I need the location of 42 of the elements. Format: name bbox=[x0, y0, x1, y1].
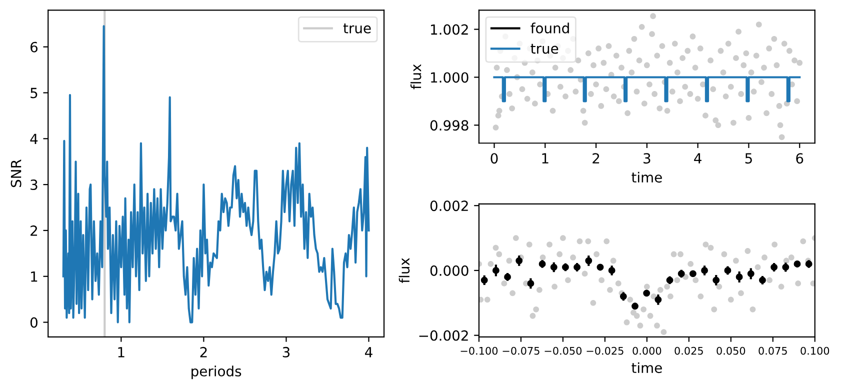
x-tick-label: 3 bbox=[282, 346, 290, 358]
y-tick-label: 0.002 bbox=[430, 200, 468, 212]
y-tick-label: 5 bbox=[30, 88, 38, 98]
x-tick-label: −0.050 bbox=[544, 346, 582, 355]
legend-label: true bbox=[530, 44, 558, 54]
x-tick-label: 0.100 bbox=[800, 346, 830, 355]
x-tick-label: −0.075 bbox=[502, 346, 540, 355]
x-tick-label: 1 bbox=[118, 347, 124, 358]
y-axis-title: SNR bbox=[10, 160, 22, 188]
y-tick-label: 0.000 bbox=[430, 265, 468, 276]
x-tick-label: 4 bbox=[365, 347, 372, 358]
x-axis-title: time bbox=[632, 172, 662, 183]
x-tick-label: 4 bbox=[694, 153, 702, 164]
x-tick-label: 0.075 bbox=[758, 346, 787, 355]
y-tick-label: −0.002 bbox=[419, 330, 468, 341]
x-tick-label: 0 bbox=[490, 153, 498, 164]
x-axis-title: periods bbox=[192, 366, 242, 380]
x-axis-title: time bbox=[632, 362, 662, 374]
x-tick-label: 5 bbox=[745, 153, 752, 164]
y-tick-label: 0.998 bbox=[430, 120, 468, 131]
legend-label: found bbox=[530, 22, 569, 34]
x-tick-label: −0.100 bbox=[460, 346, 498, 355]
legend-label: true bbox=[343, 23, 371, 34]
y-tick-label: 6 bbox=[30, 42, 38, 52]
y-tick-label: 1.000 bbox=[431, 72, 468, 83]
y-axis-title: flux bbox=[410, 64, 422, 90]
y-tick-label: 1.002 bbox=[431, 24, 468, 35]
x-tick-label: 3 bbox=[644, 153, 650, 164]
y-axis-title: flux bbox=[398, 258, 410, 284]
x-tick-label: −0.025 bbox=[586, 346, 624, 355]
y-tick-label: 1 bbox=[31, 272, 38, 282]
y-tick-label: 3 bbox=[30, 180, 38, 190]
x-tick-label: 6 bbox=[796, 153, 804, 164]
y-tick-label: 2 bbox=[30, 225, 37, 236]
y-tick-label: 0 bbox=[30, 317, 38, 328]
x-tick-label: 0.050 bbox=[716, 346, 746, 355]
x-tick-label: 2 bbox=[592, 153, 600, 164]
x-tick-label: 0.000 bbox=[632, 346, 662, 355]
x-tick-label: 2 bbox=[200, 346, 207, 358]
x-tick-label: 1 bbox=[542, 153, 548, 164]
x-tick-label: 0.025 bbox=[674, 346, 703, 355]
y-tick-label: 4 bbox=[30, 134, 38, 144]
